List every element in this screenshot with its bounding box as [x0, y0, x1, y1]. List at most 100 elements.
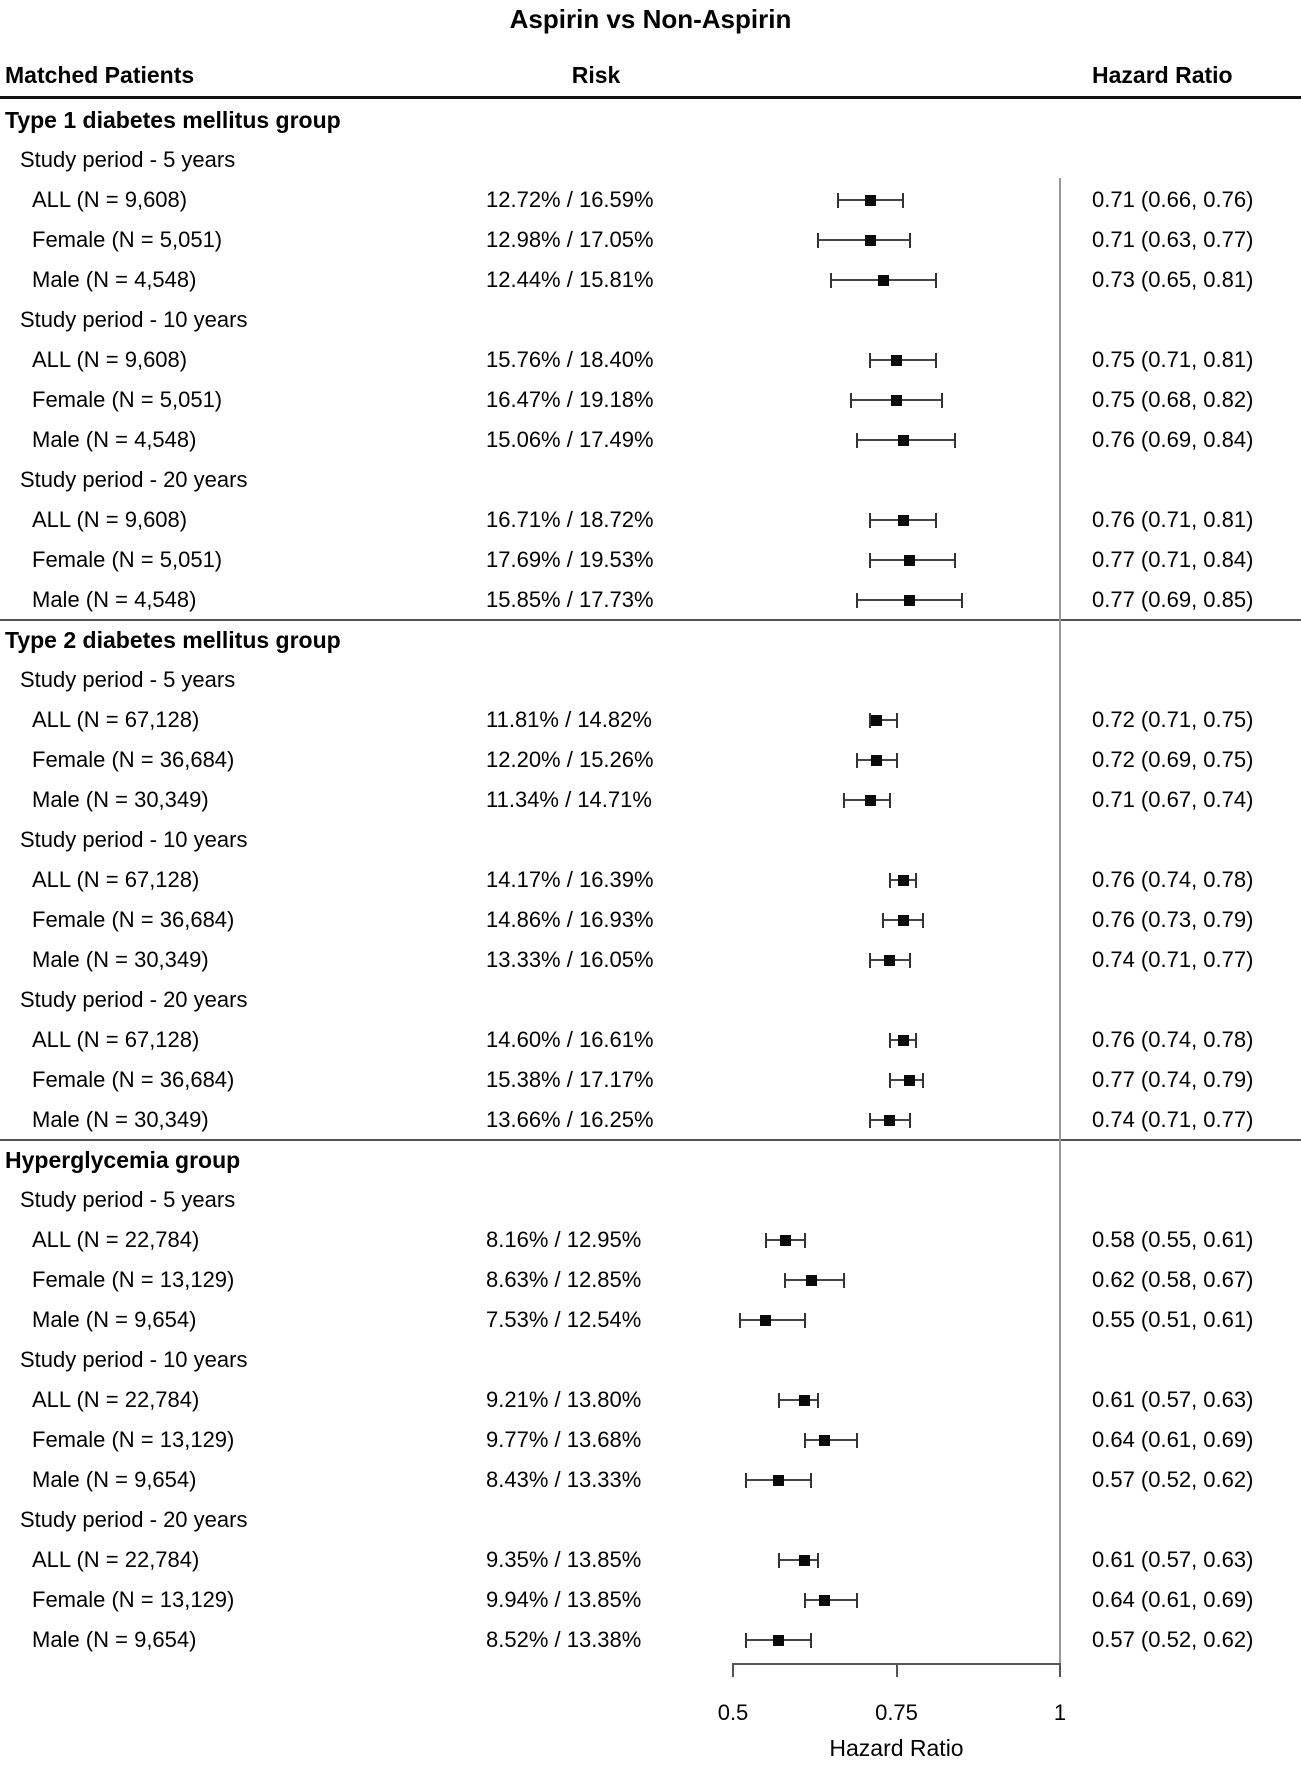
ci-cap-right	[960, 593, 963, 608]
table-row: ALL (N = 22,784) 9.35% / 13.85% 0.61 (0.57…	[0, 1540, 1301, 1580]
hr-value: 0.75 (0.71, 0.81)	[1092, 347, 1254, 372]
ci-cap-left	[784, 1273, 787, 1288]
hr-value: 0.77 (0.74, 0.79)	[1092, 1067, 1254, 1092]
hr-value: 0.77 (0.71, 0.84)	[1092, 547, 1254, 572]
hr-value: 0.76 (0.71, 0.81)	[1092, 507, 1254, 532]
hr-point-marker	[805, 1275, 817, 1286]
x-axis-tick-label: 0.5	[717, 1700, 749, 1725]
ci-cap-right	[954, 433, 957, 448]
hr-value: 0.61 (0.57, 0.63)	[1092, 1387, 1254, 1412]
study-period-row: Study period - 10 years	[0, 820, 1301, 860]
hr-value: 0.77 (0.69, 0.85)	[1092, 587, 1254, 612]
x-axis-tick	[732, 1663, 734, 1677]
table-row: Female (N = 13,129) 9.77% / 13.68% 0.64 (0…	[0, 1420, 1301, 1460]
study-period-label: Study period - 20 years	[20, 987, 248, 1012]
hr-point-marker	[864, 195, 876, 206]
ci-cap-left	[888, 873, 891, 888]
table-row: Female (N = 5,051) 17.69% / 19.53% 0.77 (0…	[0, 540, 1301, 580]
ci-cap-left	[777, 1553, 780, 1568]
study-period-row: Study period - 20 years	[0, 460, 1301, 500]
table-row: ALL (N = 9,608) 15.76% / 18.40% 0.75 (0.71…	[0, 340, 1301, 380]
study-period-row: Study period - 20 years	[0, 980, 1301, 1020]
table-row: Male (N = 30,349) 13.33% / 16.05% 0.74 (0.…	[0, 940, 1301, 980]
ci-whisker	[778, 1559, 818, 1561]
table-row: Female (N = 5,051) 12.98% / 17.05% 0.71 (0…	[0, 220, 1301, 260]
risk-value: 13.33% / 16.05%	[486, 947, 654, 972]
x-axis-title: Hazard Ratio	[829, 1735, 964, 1761]
ci-whisker	[818, 239, 910, 241]
patient-subgroup-label: Male (N = 4,548)	[32, 587, 197, 612]
ci-cap-right	[843, 1273, 846, 1288]
hr-value: 0.71 (0.66, 0.76)	[1092, 187, 1254, 212]
hr-point-marker	[897, 435, 909, 446]
study-period-label: Study period - 5 years	[20, 667, 236, 692]
patient-subgroup-label: Female (N = 36,684)	[32, 907, 235, 932]
ci-cap-left	[869, 1113, 872, 1128]
column-header-matched-patients: Matched Patients	[5, 62, 195, 88]
ci-cap-right	[908, 1113, 911, 1128]
x-axis-tick	[895, 1663, 898, 1677]
study-period-label: Study period - 5 years	[20, 147, 236, 172]
patient-subgroup-label: ALL (N = 22,784)	[32, 1227, 200, 1252]
patient-subgroup-label: ALL (N = 9,608)	[32, 507, 188, 532]
risk-value: 14.60% / 16.61%	[486, 1027, 654, 1052]
ci-cap-right	[921, 1073, 924, 1088]
hr-value: 0.76 (0.69, 0.84)	[1092, 427, 1254, 452]
hr-value: 0.76 (0.74, 0.78)	[1092, 867, 1254, 892]
hr-point-marker	[884, 1115, 896, 1126]
patient-subgroup-label: Female (N = 5,051)	[32, 547, 223, 572]
hr-value: 0.71 (0.67, 0.74)	[1092, 787, 1254, 812]
hr-value: 0.71 (0.63, 0.77)	[1092, 227, 1254, 252]
ci-cap-right	[803, 1313, 806, 1328]
table-row: ALL (N = 9,608) 16.71% / 18.72% 0.76 (0.71…	[0, 500, 1301, 540]
hr-point-marker	[779, 1235, 791, 1246]
patient-subgroup-label: Female (N = 13,129)	[32, 1427, 235, 1452]
table-row: Female (N = 13,129) 9.94% / 13.85% 0.64 (0…	[0, 1580, 1301, 1620]
ci-cap-right	[934, 273, 937, 288]
risk-value: 15.76% / 18.40%	[486, 347, 654, 372]
ci-cap-left	[888, 1033, 891, 1048]
hr-point-marker	[871, 715, 883, 726]
table-row: Female (N = 13,129) 8.63% / 12.85% 0.62 (0…	[0, 1260, 1301, 1300]
patient-subgroup-label: Female (N = 13,129)	[32, 1267, 235, 1292]
hr-value: 0.57 (0.52, 0.62)	[1092, 1467, 1254, 1492]
hr-point-marker	[904, 595, 916, 606]
ci-cap-left	[849, 393, 852, 408]
hr-point-marker	[773, 1635, 785, 1646]
group-header-row: Type 1 diabetes mellitus group	[0, 100, 1301, 140]
risk-value: 11.81% / 14.82%	[486, 707, 652, 732]
hr-value: 0.73 (0.65, 0.81)	[1092, 267, 1254, 292]
patient-subgroup-label: ALL (N = 67,128)	[32, 707, 200, 732]
study-period-row: Study period - 5 years	[0, 1180, 1301, 1220]
risk-value: 9.35% / 13.85%	[486, 1547, 642, 1572]
risk-value: 8.43% / 13.33%	[486, 1467, 642, 1492]
ci-cap-right	[817, 1393, 820, 1408]
patient-subgroup-label: Male (N = 9,654)	[32, 1627, 197, 1652]
hr-point-marker	[897, 515, 909, 526]
hr-point-marker	[864, 795, 876, 806]
group-header-row: Type 2 diabetes mellitus group	[0, 620, 1301, 660]
column-header-hazard-ratio: Hazard Ratio	[1092, 62, 1233, 88]
patient-subgroup-label: ALL (N = 67,128)	[32, 1027, 200, 1052]
risk-value: 14.17% / 16.39%	[486, 867, 654, 892]
ci-cap-left	[869, 553, 872, 568]
hr-point-marker	[799, 1555, 811, 1566]
ci-cap-right	[921, 913, 924, 928]
ci-cap-left	[856, 593, 859, 608]
ci-cap-right	[908, 233, 911, 248]
hr-value: 0.55 (0.51, 0.61)	[1092, 1307, 1254, 1332]
ci-cap-right	[941, 393, 944, 408]
hr-point-marker	[819, 1595, 831, 1606]
table-row: ALL (N = 67,128) 14.17% / 16.39% 0.76 (0.7…	[0, 860, 1301, 900]
hr-value: 0.74 (0.71, 0.77)	[1092, 1107, 1254, 1132]
ci-cap-left	[764, 1233, 767, 1248]
hr-value: 0.57 (0.52, 0.62)	[1092, 1627, 1254, 1652]
ci-cap-left	[745, 1633, 748, 1648]
hr-point-marker	[819, 1435, 831, 1446]
hr-value: 0.76 (0.73, 0.79)	[1092, 907, 1254, 932]
patient-subgroup-label: Female (N = 5,051)	[32, 227, 223, 252]
risk-value: 16.47% / 19.18%	[486, 387, 654, 412]
ci-whisker	[739, 1319, 805, 1321]
ci-whisker	[804, 1439, 858, 1441]
ci-whisker	[870, 359, 936, 361]
